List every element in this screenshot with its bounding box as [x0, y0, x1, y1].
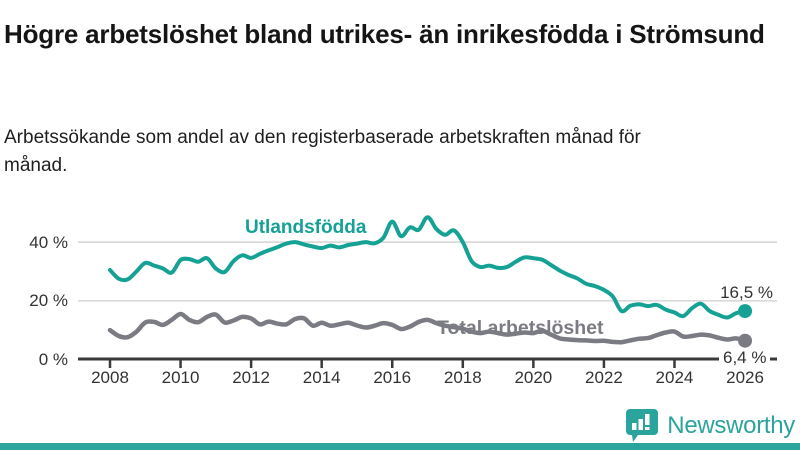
line-total-arbetsl-shet: [107, 311, 748, 345]
chart-subtitle: Arbetssökande som andel av den registerb…: [4, 127, 641, 176]
end-point-markers: [738, 304, 753, 348]
gridlines: [78, 241, 777, 302]
y-tick-label-0: 0 %: [38, 350, 68, 369]
y-tick-label-40: 40 %: [29, 232, 68, 252]
end-dot-total-arbetsl-shet: [738, 333, 753, 348]
data-lines: [107, 215, 748, 345]
line-utlandsf-dda: [108, 215, 747, 320]
end-value-total-arbetsloshet: 6,4 %: [719, 348, 771, 368]
x-tick-label-2010: 2010: [161, 368, 200, 387]
newsworthy-branding: Newsworthy: [624, 408, 795, 443]
page-title: Högre arbetslöshet bland utrikes- än inr…: [4, 19, 765, 50]
footer-accent-bar: [0, 443, 800, 450]
end-value-utlandsfodda: 16,5 %: [720, 283, 773, 302]
end-dot-utlandsf-dda: [738, 304, 753, 319]
x-tick-label-2014: 2014: [302, 368, 341, 387]
x-tick-label-2012: 2012: [232, 368, 271, 387]
y-tick-label-20: 20 %: [29, 291, 68, 311]
x-tick-label-2016: 2016: [373, 368, 412, 387]
x-tick-label-2024: 2024: [655, 368, 694, 387]
series-label-utlandsfodda: Utlandsfödda: [245, 217, 367, 238]
series-label-total-arbetsloshet: Total arbetslöshet: [437, 317, 604, 339]
x-tick-label-2020: 2020: [514, 368, 553, 387]
x-tick-label-2018: 2018: [443, 368, 482, 387]
x-axis: [78, 357, 777, 368]
x-tick-label-2026: 2026: [726, 368, 764, 387]
newsworthy-wordmark: Newsworthy: [667, 411, 795, 439]
x-tick-label-2008: 2008: [91, 368, 129, 387]
newsworthy-logo-icon: [626, 409, 659, 442]
x-tick-label-2022: 2022: [584, 368, 623, 387]
